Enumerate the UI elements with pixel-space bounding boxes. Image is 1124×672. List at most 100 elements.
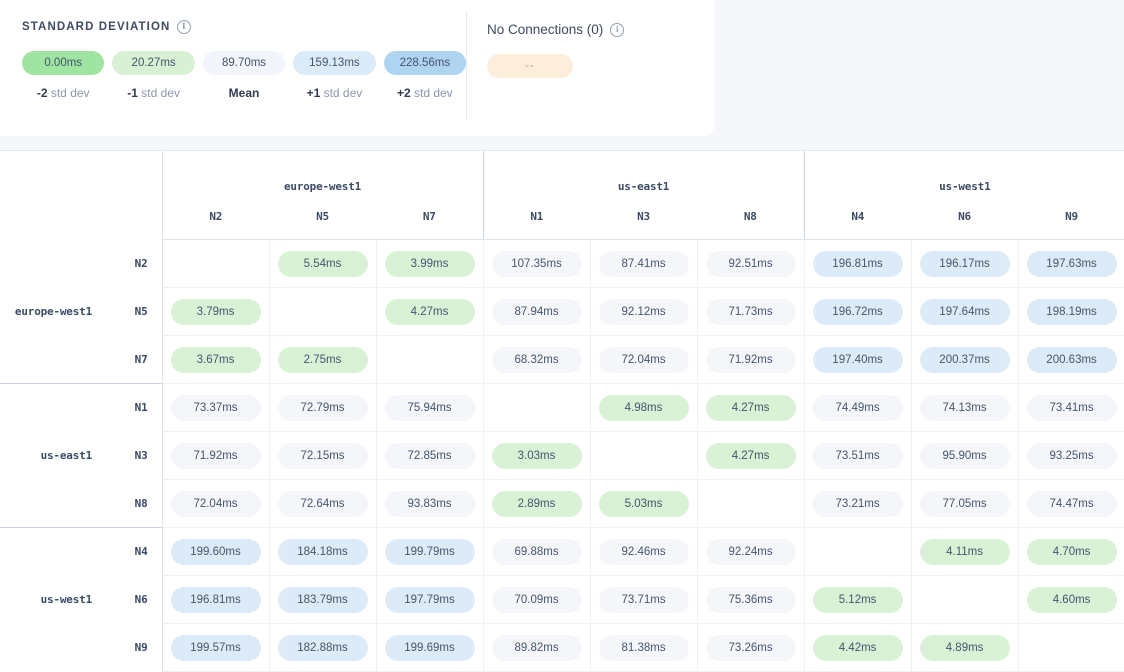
latency-cell[interactable]: 3.99ms	[376, 239, 484, 288]
latency-cell[interactable]: 72.15ms	[269, 431, 377, 480]
latency-cell[interactable]: 4.11ms	[911, 527, 1019, 576]
latency-cell[interactable]: 183.79ms	[269, 575, 377, 624]
latency-cell[interactable]: 72.85ms	[376, 431, 484, 480]
latency-cell[interactable]	[482, 383, 591, 432]
latency-cell[interactable]: 197.64ms	[911, 287, 1019, 336]
latency-cell[interactable]: 3.67ms	[162, 335, 270, 384]
latency-value: 73.26ms	[705, 634, 796, 661]
latency-cell[interactable]: 199.60ms	[162, 527, 270, 576]
latency-cell[interactable]: 197.63ms	[1018, 239, 1124, 288]
latency-cell[interactable]: 2.89ms	[482, 479, 591, 528]
latency-cell[interactable]: 4.98ms	[590, 383, 698, 432]
latency-cell[interactable]: 74.13ms	[911, 383, 1019, 432]
latency-cell[interactable]: 71.92ms	[162, 431, 270, 480]
latency-cell[interactable]: 87.94ms	[482, 287, 591, 336]
latency-cell[interactable]: 69.88ms	[482, 527, 591, 576]
latency-value: 4.89ms	[919, 634, 1010, 661]
latency-cell[interactable]: 199.79ms	[376, 527, 484, 576]
latency-cell[interactable]: 68.32ms	[482, 335, 591, 384]
latency-cell[interactable]: 197.79ms	[376, 575, 484, 624]
latency-cell[interactable]: 5.12ms	[803, 575, 912, 624]
latency-cell[interactable]: 73.26ms	[697, 623, 805, 672]
latency-cell[interactable]: 73.37ms	[162, 383, 270, 432]
latency-cell[interactable]: 4.27ms	[697, 431, 805, 480]
latency-cell[interactable]: 73.51ms	[803, 431, 912, 480]
latency-cell[interactable]: 4.89ms	[911, 623, 1019, 672]
latency-cell[interactable]: 70.09ms	[482, 575, 591, 624]
latency-cell[interactable]	[590, 431, 698, 480]
latency-cell[interactable]: 72.04ms	[590, 335, 698, 384]
latency-cell[interactable]: 92.46ms	[590, 527, 698, 576]
latency-value: 197.40ms	[812, 346, 903, 373]
latency-cell[interactable]: 196.81ms	[162, 575, 270, 624]
latency-cell[interactable]: 71.92ms	[697, 335, 805, 384]
latency-cell[interactable]: 74.49ms	[803, 383, 912, 432]
latency-cell[interactable]: 73.71ms	[590, 575, 698, 624]
latency-cell[interactable]: 93.83ms	[376, 479, 484, 528]
row-header-N7: N7	[106, 335, 163, 384]
info-icon[interactable]: i	[177, 20, 192, 34]
latency-cell[interactable]	[162, 239, 270, 288]
latency-cell[interactable]: 198.19ms	[1018, 287, 1124, 336]
latency-value: 74.47ms	[1026, 490, 1117, 517]
std-dev-stop: 228.56ms +2 std dev	[383, 51, 467, 100]
info-icon[interactable]: i	[610, 22, 625, 37]
latency-cell[interactable]: 4.27ms	[376, 287, 484, 336]
latency-cell[interactable]: 4.27ms	[697, 383, 805, 432]
latency-cell[interactable]: 71.73ms	[697, 287, 805, 336]
latency-cell[interactable]: 73.21ms	[803, 479, 912, 528]
row-header-N1: N1	[106, 383, 163, 432]
latency-cell[interactable]: 3.79ms	[162, 287, 270, 336]
latency-cell[interactable]: 92.51ms	[697, 239, 805, 288]
latency-cell[interactable]: 197.40ms	[803, 335, 912, 384]
latency-cell[interactable]: 200.37ms	[911, 335, 1019, 384]
latency-cell[interactable]	[376, 335, 484, 384]
latency-cell[interactable]: 73.41ms	[1018, 383, 1124, 432]
latency-cell[interactable]: 74.47ms	[1018, 479, 1124, 528]
latency-cell[interactable]: 92.24ms	[697, 527, 805, 576]
latency-value: 92.46ms	[598, 538, 689, 565]
latency-cell[interactable]: 4.42ms	[803, 623, 912, 672]
latency-cell[interactable]: 5.54ms	[269, 239, 377, 288]
latency-cell[interactable]: 5.03ms	[590, 479, 698, 528]
latency-cell[interactable]: 72.64ms	[269, 479, 377, 528]
latency-cell[interactable]: 87.41ms	[590, 239, 698, 288]
latency-cell[interactable]: 200.63ms	[1018, 335, 1124, 384]
latency-cell[interactable]	[911, 575, 1019, 624]
latency-cell[interactable]: 196.72ms	[803, 287, 912, 336]
latency-cell[interactable]: 196.81ms	[803, 239, 912, 288]
latency-cell[interactable]	[803, 527, 912, 576]
latency-cell[interactable]	[697, 479, 805, 528]
latency-cell[interactable]: 77.05ms	[911, 479, 1019, 528]
latency-cell[interactable]: 2.75ms	[269, 335, 377, 384]
std-dev-stop: 159.13ms +1 std dev	[293, 51, 376, 100]
std-dev-stop-label: +1 std dev	[306, 86, 363, 100]
latency-cell[interactable]: 184.18ms	[269, 527, 377, 576]
latency-cell[interactable]: 107.35ms	[482, 239, 591, 288]
latency-value: 93.25ms	[1026, 442, 1117, 469]
latency-cell[interactable]: 89.82ms	[482, 623, 591, 672]
latency-cell[interactable]: 81.38ms	[590, 623, 698, 672]
latency-cell[interactable]: 75.36ms	[697, 575, 805, 624]
latency-cell[interactable]: 4.60ms	[1018, 575, 1124, 624]
latency-cell[interactable]: 72.79ms	[269, 383, 377, 432]
latency-cell[interactable]: 93.25ms	[1018, 431, 1124, 480]
row-group-europe-west1: europe-west1	[0, 239, 106, 384]
latency-cell[interactable]	[269, 287, 377, 336]
latency-value: 4.70ms	[1026, 538, 1117, 565]
latency-cell[interactable]: 95.90ms	[911, 431, 1019, 480]
latency-value: 68.32ms	[491, 346, 582, 373]
latency-cell[interactable]: 182.88ms	[269, 623, 377, 672]
latency-cell[interactable]	[1018, 623, 1124, 672]
latency-cell[interactable]: 92.12ms	[590, 287, 698, 336]
latency-cell[interactable]: 196.17ms	[911, 239, 1019, 288]
latency-cell[interactable]: 72.04ms	[162, 479, 270, 528]
latency-cell[interactable]: 4.70ms	[1018, 527, 1124, 576]
latency-cell[interactable]: 75.94ms	[376, 383, 484, 432]
latency-value: 4.27ms	[705, 442, 796, 469]
latency-cell[interactable]: 199.69ms	[376, 623, 484, 672]
latency-cell[interactable]: 3.03ms	[482, 431, 591, 480]
latency-cell[interactable]: 199.57ms	[162, 623, 270, 672]
latency-value: 75.36ms	[705, 586, 796, 613]
latency-value: 5.54ms	[277, 250, 368, 277]
